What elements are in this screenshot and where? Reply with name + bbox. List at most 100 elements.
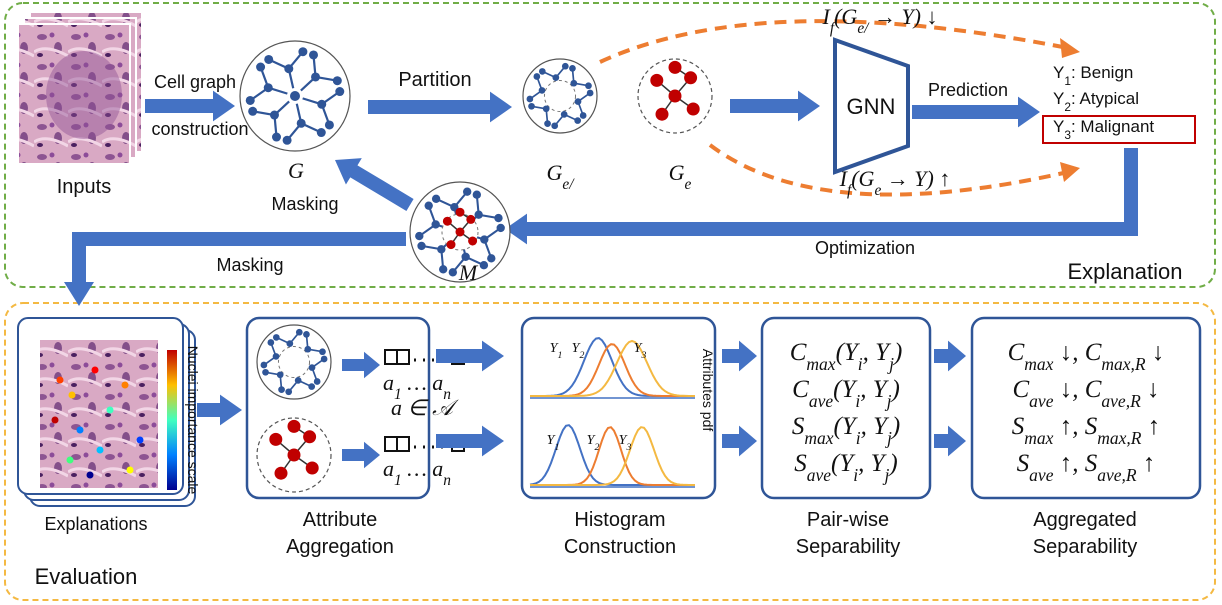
subscript: 1 <box>394 472 402 489</box>
subscript: 3 <box>640 350 646 361</box>
label: Y2: Atypical <box>1053 89 1139 114</box>
masking-path <box>85 232 406 246</box>
importance-dot <box>127 467 134 474</box>
graph-node <box>480 261 488 269</box>
graph-node <box>527 96 534 103</box>
subscript: 1 <box>557 350 562 361</box>
subscript: e/ <box>562 176 575 193</box>
subscript: max <box>1024 354 1053 374</box>
graph-node <box>314 378 321 385</box>
graph-node <box>278 386 285 393</box>
label: Optimization <box>815 238 915 258</box>
arrow <box>436 341 504 372</box>
graph-node <box>321 356 328 363</box>
arrow <box>436 426 504 457</box>
graph-node <box>474 211 482 219</box>
text-run: , Y <box>858 450 888 477</box>
graph-node <box>497 224 505 232</box>
text-run: Y <box>1053 117 1064 136</box>
graph-node <box>275 467 288 480</box>
arrow-head <box>1060 162 1080 182</box>
label: Masking <box>216 255 283 275</box>
label: Prediction <box>928 80 1008 100</box>
label: G <box>288 158 304 183</box>
graph-node <box>494 214 502 222</box>
vector-cell <box>397 350 409 364</box>
text-run: a <box>383 456 394 481</box>
graph-node <box>544 120 551 127</box>
text-run: → Y) ↑ <box>881 166 950 191</box>
vector-cell <box>397 437 409 451</box>
text-run: … a <box>402 456 444 481</box>
graph-node <box>296 329 303 336</box>
text-run: ) <box>892 339 902 366</box>
text-run: ↓, C <box>1053 376 1101 403</box>
text-run: : Malignant <box>1071 117 1154 136</box>
color-scale <box>167 350 177 490</box>
explanation-image <box>40 340 158 488</box>
text-run: C <box>1012 376 1029 403</box>
label: If(Ge/ → Y) ↓ <box>822 4 938 37</box>
graph-node <box>439 265 447 273</box>
text-run: , Y <box>863 339 893 366</box>
label: a ∈ 𝒜 <box>391 395 459 420</box>
text-run: a <box>383 370 394 395</box>
text-run: C <box>792 376 809 403</box>
text-run: C <box>790 339 807 366</box>
subscript: ave,R <box>1101 391 1141 411</box>
graph-node <box>248 107 257 116</box>
arrow <box>197 395 242 426</box>
label: Pair-wise <box>807 509 889 531</box>
arrow <box>934 426 966 457</box>
subscript: 3 <box>625 442 631 453</box>
graph-node <box>437 245 445 253</box>
graph-node <box>288 449 301 462</box>
subscript: max <box>1024 428 1053 448</box>
text-run: G <box>547 160 563 185</box>
subscript: max,R <box>1097 428 1142 448</box>
text-run: ↓ <box>1146 339 1165 366</box>
graph-node <box>308 383 315 390</box>
importance-dot <box>77 427 84 434</box>
label: Inputs <box>57 176 111 198</box>
text-run: C <box>1008 339 1025 366</box>
graph-node <box>487 254 495 262</box>
graph-node <box>570 80 577 87</box>
subscript: 1 <box>554 442 559 453</box>
graph-node <box>587 90 594 97</box>
vector-cell <box>385 437 397 451</box>
label: Masking <box>271 194 338 214</box>
graph-node <box>286 340 293 347</box>
importance-dot <box>67 457 74 464</box>
graph-node <box>290 91 300 101</box>
label: Aggregated <box>1033 509 1136 531</box>
graph-node <box>417 242 425 250</box>
arrow <box>335 158 414 211</box>
label: Y3: Malignant <box>1053 117 1154 142</box>
graph-node <box>333 76 342 85</box>
subscript: ave <box>1029 391 1054 411</box>
label: Aggregation <box>286 536 394 558</box>
label: Cell graph <box>154 72 236 92</box>
text-run: → Y) ↓ <box>868 4 937 29</box>
graph-node <box>267 339 274 346</box>
label: Nuclei importance scale <box>185 346 201 495</box>
graph-node <box>309 364 316 371</box>
text-run: , Y <box>861 413 891 440</box>
graph-node <box>319 348 326 355</box>
graph-node <box>449 268 457 276</box>
graph-node <box>669 61 682 74</box>
graph-node <box>447 240 456 249</box>
importance-dot <box>107 407 114 414</box>
text-run: : Atypical <box>1071 89 1139 108</box>
graph-node <box>650 74 663 87</box>
graph-node <box>277 371 284 378</box>
label: Partition <box>398 69 471 91</box>
label: Y1: Benign <box>1053 63 1133 88</box>
graph-node <box>262 369 269 376</box>
graph-node <box>575 98 582 105</box>
graph-node <box>284 64 293 73</box>
graph-node <box>432 220 440 228</box>
graph-node <box>269 433 282 446</box>
graph-node <box>539 68 546 75</box>
